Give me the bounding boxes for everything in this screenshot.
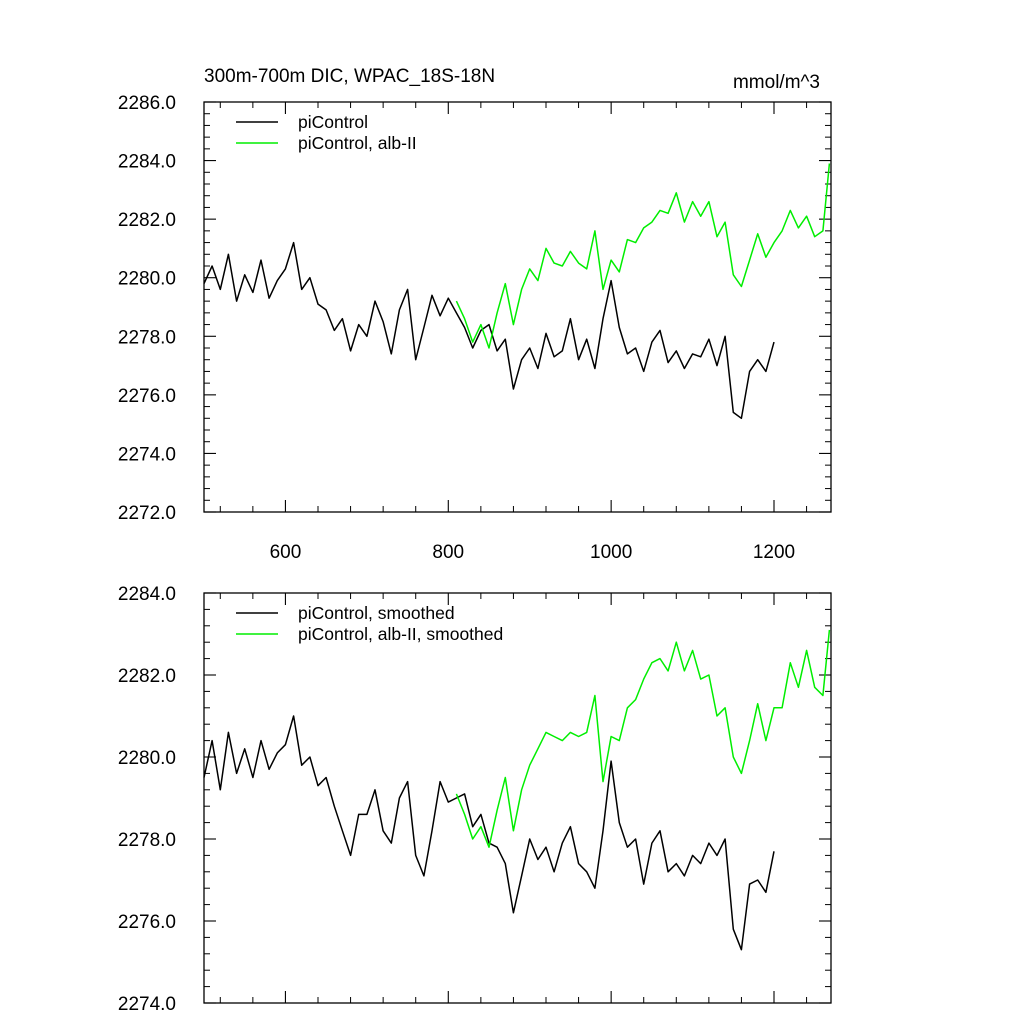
y-tick-label: 2282.0 (118, 666, 176, 687)
series-lines (203, 629, 831, 951)
x-tick-label: 1000 (590, 542, 632, 563)
top-chart: 300m-700m DIC, WPAC_18S-18N mmol/m^3 227… (118, 66, 832, 563)
series-line-1 (455, 629, 831, 848)
x-tick-label: 600 (270, 542, 302, 563)
units-label: mmol/m^3 (733, 72, 820, 93)
bottom-chart: 2274.0 2276.0 2278.0 2280.0 2282.0 2284.0 piC… (118, 584, 832, 1015)
legend-label: piControl, alb-II, smoothed (298, 624, 503, 644)
y-tick-label: 2274.0 (118, 444, 176, 465)
legend-label: piControl, smoothed (298, 603, 455, 623)
y-tick-label: 2284.0 (118, 152, 176, 173)
y-tick-label: 2278.0 (118, 830, 176, 851)
series-line-1 (455, 163, 831, 349)
series-line-0 (203, 715, 775, 951)
y-tick-label: 2274.0 (118, 994, 176, 1015)
y-tick-label: 2280.0 (118, 748, 176, 769)
series-line-0 (203, 241, 775, 420)
y-tick-label: 2286.0 (118, 93, 176, 114)
y-tick-label: 2278.0 (118, 327, 176, 348)
series-lines (203, 163, 831, 420)
y-tick-label: 2280.0 (118, 269, 176, 290)
axis-ticks: 2272.0 2274.0 2276.0 2278.0 2280.0 2282.0 2284… (118, 93, 831, 563)
axis-ticks: 2274.0 2276.0 2278.0 2280.0 2282.0 2284.0 (118, 584, 831, 1015)
chart-title: 300m-700m DIC, WPAC_18S-18N (204, 66, 495, 87)
plot-frame (203, 592, 832, 1004)
x-tick-label: 800 (432, 542, 464, 563)
y-tick-label: 2272.0 (118, 503, 176, 524)
y-tick-label: 2282.0 (118, 210, 176, 231)
x-tick-label: 1200 (753, 542, 795, 563)
legend-label: piControl, alb-II (298, 133, 417, 153)
y-tick-label: 2276.0 (118, 386, 176, 407)
plot-frame (203, 101, 832, 513)
legend-label: piControl (298, 112, 368, 132)
y-tick-label: 2284.0 (118, 584, 176, 605)
y-tick-label: 2276.0 (118, 912, 176, 933)
